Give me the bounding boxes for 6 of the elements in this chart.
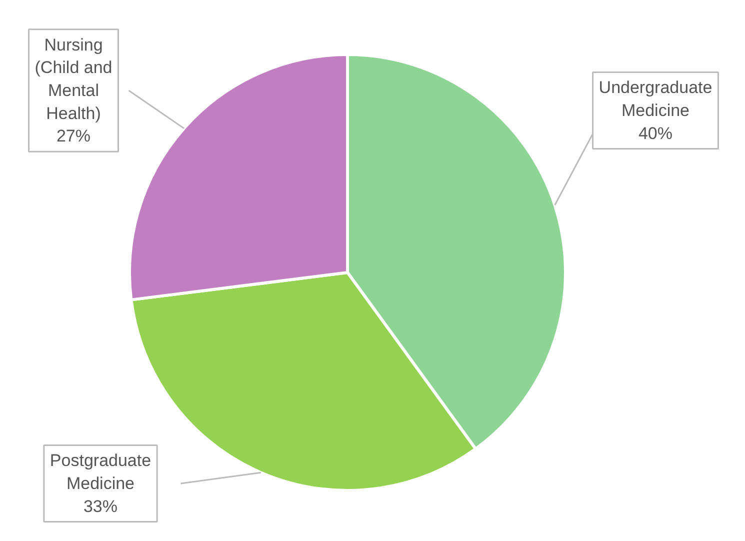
slice-label: Nursing (Child and Mental Health) xyxy=(34,35,112,123)
slice-label: Undergraduate Medicine xyxy=(598,78,712,120)
data-label: 33% xyxy=(83,496,118,516)
slice-label: Postgraduate Medicine xyxy=(50,451,152,493)
data-label: 27% xyxy=(56,126,91,146)
data-label: 40% xyxy=(638,124,673,143)
